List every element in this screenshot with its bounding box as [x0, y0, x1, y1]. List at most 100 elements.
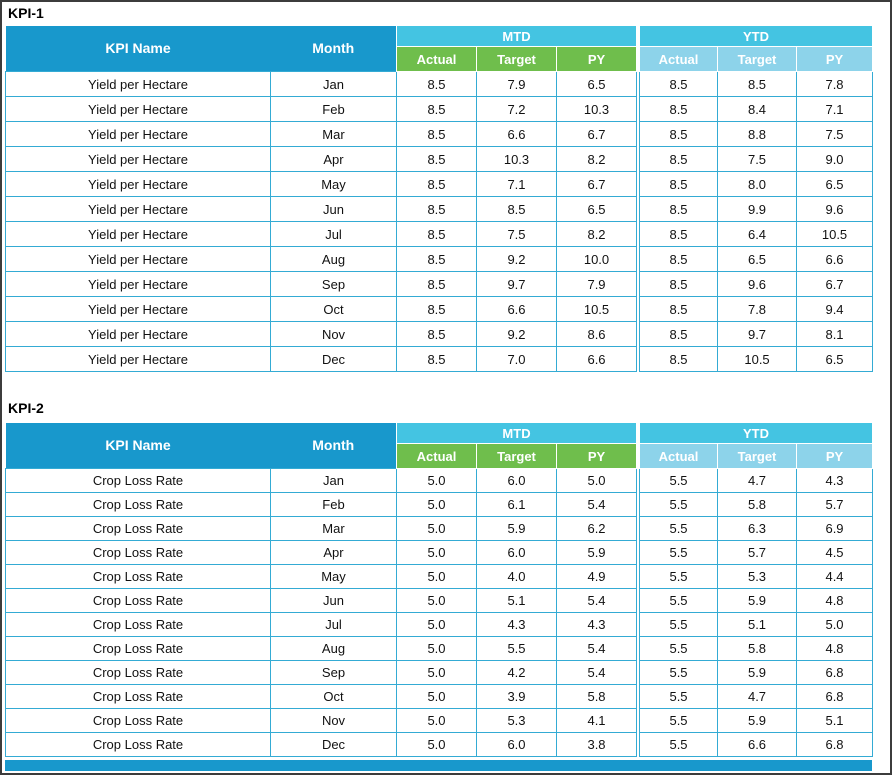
ytd-target-cell[interactable]: 5.9	[717, 660, 798, 685]
ytd-actual-cell[interactable]: 5.5	[639, 564, 719, 589]
ytd-target-cell[interactable]: 8.0	[717, 171, 798, 197]
kpi-name-cell[interactable]: Crop Loss Rate	[5, 516, 271, 541]
mtd-py-cell[interactable]: 6.6	[555, 346, 638, 372]
kpi-name-cell[interactable]: Yield per Hectare	[5, 96, 271, 122]
kpi-name-cell[interactable]: Yield per Hectare	[5, 246, 271, 272]
kpi-name-cell[interactable]: Yield per Hectare	[5, 271, 271, 297]
kpi-name-cell[interactable]: Crop Loss Rate	[5, 660, 271, 685]
mtd-actual-cell[interactable]: 5.0	[396, 540, 477, 565]
mtd-target-cell[interactable]: 9.7	[476, 271, 557, 297]
ytd-target-cell[interactable]: 5.7	[717, 540, 798, 565]
mtd-actual-cell[interactable]: 8.5	[396, 296, 477, 322]
ytd-actual-cell[interactable]: 5.5	[639, 540, 719, 565]
mtd-py-cell[interactable]: 4.3	[555, 612, 638, 637]
ytd-py-cell[interactable]: 9.6	[796, 196, 874, 222]
month-cell[interactable]: May	[270, 171, 397, 197]
kpi-name-cell[interactable]: Yield per Hectare	[5, 346, 271, 372]
ytd-py-cell[interactable]: 4.4	[796, 564, 874, 589]
mtd-actual-cell[interactable]: 8.5	[396, 271, 477, 297]
mtd-target-cell[interactable]: 7.9	[476, 71, 557, 97]
mtd-actual-cell[interactable]: 8.5	[396, 221, 477, 247]
ytd-target-cell[interactable]: 5.8	[717, 492, 798, 517]
kpi-name-cell[interactable]: Crop Loss Rate	[5, 468, 271, 493]
ytd-actual-cell[interactable]: 5.5	[639, 588, 719, 613]
month-cell[interactable]: Nov	[270, 708, 397, 733]
ytd-target-cell[interactable]: 5.3	[717, 564, 798, 589]
mtd-py-cell[interactable]: 6.5	[555, 196, 638, 222]
month-cell[interactable]: Mar	[270, 121, 397, 147]
mtd-target-cell[interactable]: 7.0	[476, 346, 557, 372]
mtd-py-cell[interactable]: 6.7	[555, 171, 638, 197]
mtd-actual-cell[interactable]: 8.5	[396, 146, 477, 172]
mtd-py-cell[interactable]: 8.2	[555, 221, 638, 247]
ytd-py-cell[interactable]: 6.8	[796, 732, 874, 757]
mtd-actual-cell[interactable]: 5.0	[396, 588, 477, 613]
mtd-py-cell[interactable]: 7.9	[555, 271, 638, 297]
ytd-actual-cell[interactable]: 8.5	[639, 171, 719, 197]
month-cell[interactable]: Oct	[270, 684, 397, 709]
kpi-name-cell[interactable]: Crop Loss Rate	[5, 708, 271, 733]
month-cell[interactable]: Sep	[270, 271, 397, 297]
mtd-target-cell[interactable]: 6.6	[476, 296, 557, 322]
mtd-target-cell[interactable]: 6.6	[476, 121, 557, 147]
ytd-py-cell[interactable]: 6.5	[796, 171, 874, 197]
kpi-name-cell[interactable]: Crop Loss Rate	[5, 540, 271, 565]
mtd-py-cell[interactable]: 5.4	[555, 588, 638, 613]
month-cell[interactable]: Dec	[270, 346, 397, 372]
ytd-py-cell[interactable]: 4.8	[796, 588, 874, 613]
ytd-actual-cell[interactable]: 8.5	[639, 296, 719, 322]
kpi-name-cell[interactable]: Crop Loss Rate	[5, 684, 271, 709]
mtd-actual-cell[interactable]: 8.5	[396, 171, 477, 197]
mtd-actual-cell[interactable]: 5.0	[396, 732, 477, 757]
ytd-actual-cell[interactable]: 8.5	[639, 346, 719, 372]
mtd-py-cell[interactable]: 10.0	[555, 246, 638, 272]
mtd-target-cell[interactable]: 7.1	[476, 171, 557, 197]
month-cell[interactable]: Sep	[270, 660, 397, 685]
mtd-actual-cell[interactable]: 5.0	[396, 516, 477, 541]
kpi-name-cell[interactable]: Crop Loss Rate	[5, 612, 271, 637]
ytd-py-cell[interactable]: 7.1	[796, 96, 874, 122]
mtd-actual-cell[interactable]: 5.0	[396, 564, 477, 589]
month-cell[interactable]: Oct	[270, 296, 397, 322]
mtd-actual-cell[interactable]: 8.5	[396, 96, 477, 122]
mtd-actual-cell[interactable]: 5.0	[396, 468, 477, 493]
ytd-target-cell[interactable]: 4.7	[717, 684, 798, 709]
mtd-py-cell[interactable]: 8.6	[555, 321, 638, 347]
ytd-actual-cell[interactable]: 8.5	[639, 221, 719, 247]
ytd-actual-cell[interactable]: 8.5	[639, 271, 719, 297]
mtd-py-cell[interactable]: 6.5	[555, 71, 638, 97]
month-cell[interactable]: Jun	[270, 588, 397, 613]
ytd-py-cell[interactable]: 6.8	[796, 684, 874, 709]
mtd-target-cell[interactable]: 10.3	[476, 146, 557, 172]
mtd-actual-cell[interactable]: 5.0	[396, 660, 477, 685]
month-cell[interactable]: Jan	[270, 468, 397, 493]
ytd-target-cell[interactable]: 6.6	[717, 732, 798, 757]
mtd-target-cell[interactable]: 4.0	[476, 564, 557, 589]
mtd-target-cell[interactable]: 9.2	[476, 321, 557, 347]
ytd-target-cell[interactable]: 7.5	[717, 146, 798, 172]
ytd-py-cell[interactable]: 6.8	[796, 660, 874, 685]
ytd-py-cell[interactable]: 8.1	[796, 321, 874, 347]
mtd-target-cell[interactable]: 5.1	[476, 588, 557, 613]
kpi-name-cell[interactable]: Crop Loss Rate	[5, 564, 271, 589]
ytd-target-cell[interactable]: 8.8	[717, 121, 798, 147]
mtd-py-cell[interactable]: 6.2	[555, 516, 638, 541]
mtd-actual-cell[interactable]: 8.5	[396, 321, 477, 347]
mtd-target-cell[interactable]: 6.0	[476, 468, 557, 493]
month-cell[interactable]: Apr	[270, 146, 397, 172]
mtd-py-cell[interactable]: 5.4	[555, 492, 638, 517]
ytd-target-cell[interactable]: 8.4	[717, 96, 798, 122]
mtd-actual-cell[interactable]: 5.0	[396, 708, 477, 733]
ytd-actual-cell[interactable]: 8.5	[639, 121, 719, 147]
month-cell[interactable]: Nov	[270, 321, 397, 347]
ytd-actual-cell[interactable]: 5.5	[639, 516, 719, 541]
mtd-actual-cell[interactable]: 5.0	[396, 636, 477, 661]
ytd-py-cell[interactable]: 6.5	[796, 346, 874, 372]
mtd-actual-cell[interactable]: 8.5	[396, 246, 477, 272]
ytd-actual-cell[interactable]: 8.5	[639, 196, 719, 222]
month-cell[interactable]: Jun	[270, 196, 397, 222]
ytd-py-cell[interactable]: 10.5	[796, 221, 874, 247]
mtd-actual-cell[interactable]: 5.0	[396, 684, 477, 709]
kpi-name-cell[interactable]: Yield per Hectare	[5, 221, 271, 247]
ytd-target-cell[interactable]: 9.7	[717, 321, 798, 347]
